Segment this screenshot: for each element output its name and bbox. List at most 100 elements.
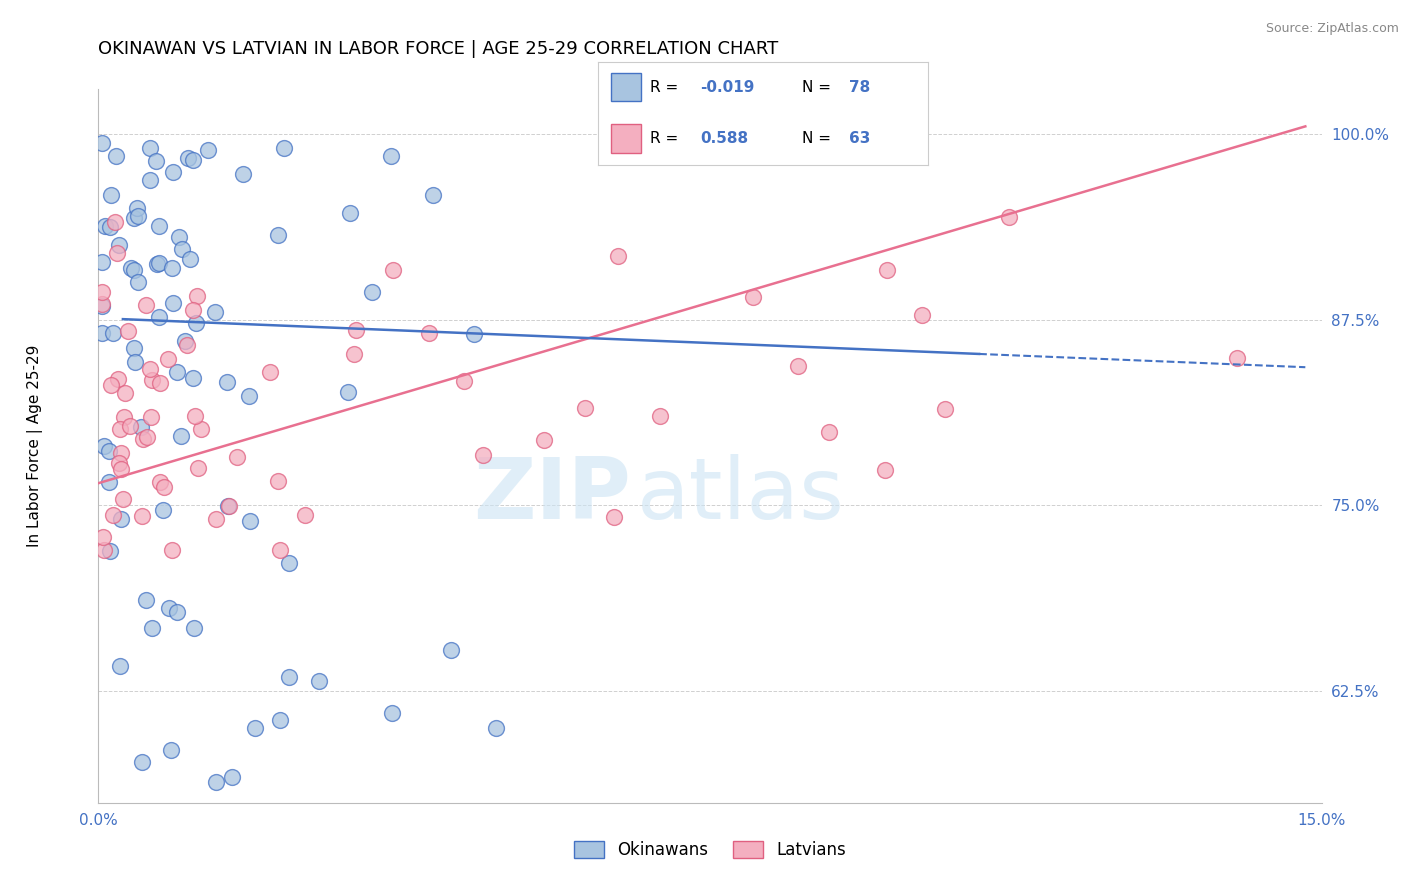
Text: 0.588: 0.588: [700, 131, 748, 146]
Point: [124, 262, 146, 277]
Point: [141, 373, 163, 387]
Point: [149, 475, 172, 489]
Point: [127, 209, 149, 223]
Point: [463, 326, 485, 341]
Point: [273, 141, 295, 155]
Point: [607, 249, 630, 263]
Point: [139, 141, 162, 155]
Point: [380, 149, 402, 163]
Point: [156, 352, 179, 367]
Point: [574, 401, 596, 415]
Point: [485, 721, 508, 735]
Point: [418, 326, 440, 340]
Point: [98, 220, 121, 235]
Point: [453, 374, 475, 388]
Point: [100, 377, 122, 392]
Point: [160, 260, 183, 275]
Point: [149, 376, 172, 390]
Point: [533, 433, 555, 447]
Point: [221, 770, 243, 784]
Point: [187, 460, 209, 475]
Point: [91, 299, 114, 313]
Point: [169, 429, 191, 443]
Point: [101, 326, 124, 340]
Point: [1226, 351, 1249, 365]
Text: N =: N =: [803, 131, 837, 146]
Point: [104, 148, 127, 162]
Point: [343, 346, 366, 360]
Point: [110, 461, 132, 475]
Point: [278, 556, 301, 570]
Point: [104, 215, 127, 229]
Point: [174, 334, 197, 348]
Point: [121, 261, 143, 276]
Point: [177, 151, 200, 165]
Point: [742, 290, 765, 304]
Point: [998, 210, 1021, 224]
Point: [159, 743, 181, 757]
Point: [124, 355, 146, 369]
Point: [259, 365, 281, 379]
Point: [439, 643, 461, 657]
Point: [152, 503, 174, 517]
Point: [278, 670, 301, 684]
Y-axis label: In Labor Force | Age 25-29: In Labor Force | Age 25-29: [27, 345, 42, 547]
Point: [148, 256, 170, 270]
Point: [176, 338, 198, 352]
Point: [148, 219, 170, 234]
Point: [91, 297, 114, 311]
Text: -0.019: -0.019: [700, 79, 755, 95]
Point: [360, 285, 382, 300]
Text: R =: R =: [651, 79, 683, 95]
Point: [217, 499, 239, 513]
Point: [139, 410, 162, 425]
Point: [181, 371, 204, 385]
Point: [148, 310, 170, 325]
Point: [114, 386, 136, 401]
Point: [179, 252, 201, 266]
Point: [873, 463, 896, 477]
Point: [125, 201, 148, 215]
Point: [648, 409, 671, 424]
Point: [107, 237, 129, 252]
Point: [108, 659, 131, 673]
Point: [132, 432, 155, 446]
Text: atlas: atlas: [637, 454, 845, 538]
Point: [122, 211, 145, 225]
Point: [603, 510, 626, 524]
Point: [124, 341, 146, 355]
Point: [110, 445, 132, 459]
Point: [184, 316, 207, 330]
Point: [186, 288, 208, 302]
Point: [112, 492, 135, 507]
Point: [294, 508, 316, 522]
Point: [91, 326, 114, 340]
Point: [136, 430, 159, 444]
Point: [100, 187, 122, 202]
Bar: [610, 124, 641, 153]
Point: [127, 276, 149, 290]
Point: [422, 188, 444, 202]
Point: [146, 256, 169, 270]
Point: [141, 622, 163, 636]
Point: [135, 592, 157, 607]
Point: [157, 601, 180, 615]
Point: [91, 255, 114, 269]
Point: [135, 298, 157, 312]
Point: [183, 302, 205, 317]
Point: [112, 409, 135, 424]
Point: [217, 376, 239, 390]
Point: [239, 514, 262, 528]
Text: ZIP: ZIP: [472, 454, 630, 538]
Point: [91, 136, 114, 151]
Text: N =: N =: [803, 79, 837, 95]
Point: [339, 206, 361, 220]
Point: [145, 153, 167, 168]
Point: [380, 706, 402, 721]
Point: [876, 263, 898, 277]
Point: [205, 775, 228, 789]
Point: [152, 480, 174, 494]
Point: [308, 674, 330, 689]
Point: [266, 227, 288, 242]
Text: Source: ZipAtlas.com: Source: ZipAtlas.com: [1265, 22, 1399, 36]
